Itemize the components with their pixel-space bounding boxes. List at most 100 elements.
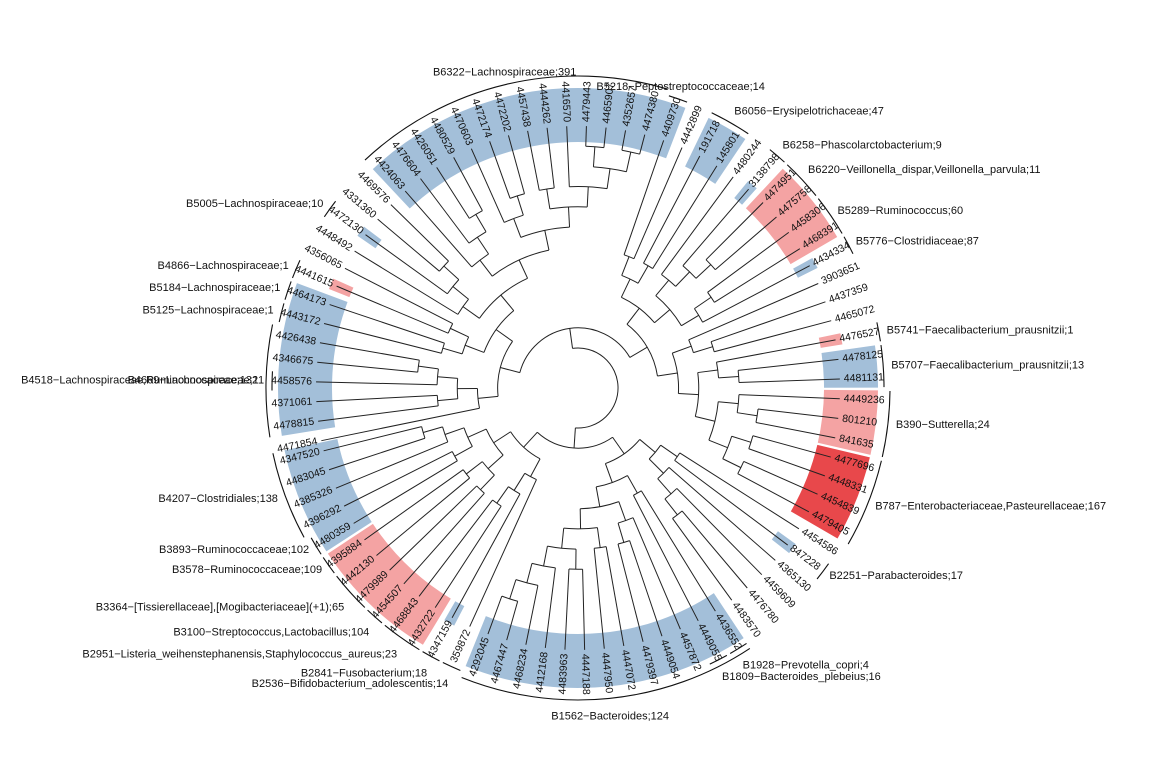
tree-branch [737, 473, 810, 513]
tree-branch [702, 265, 810, 323]
tree-branch [738, 378, 840, 383]
clade-bracket [881, 390, 891, 458]
tree-branch [437, 398, 458, 402]
tree-branch-arc [476, 485, 485, 494]
tree-branch [467, 428, 487, 438]
tree-branch [316, 381, 438, 386]
tree-branch [527, 130, 540, 191]
clade-label: B5289−Ruminococcus;60 [837, 205, 963, 217]
tree-branch-arc [447, 323, 454, 334]
tree-branch [513, 218, 522, 238]
tree-branch [676, 488, 763, 576]
tree-branch-arc [492, 499, 502, 507]
clade-label: B6258−Phascolarctobacterium;9 [782, 140, 941, 152]
clade-label: B6322−Lachnospiraceae;391 [433, 66, 576, 78]
clade-label: B2251−Parabacteroides;17 [829, 570, 963, 582]
tree-branch [708, 439, 728, 449]
tree-branch [487, 595, 503, 635]
tree-branch [344, 267, 453, 325]
clade-bracket [786, 164, 817, 196]
tree-branch-arc [417, 360, 420, 373]
tip-label: 4412168 [534, 651, 551, 693]
clade-label: B3578−Ruminococcaceae;109 [172, 564, 322, 576]
clade-bracket [847, 460, 882, 545]
tree-branch [632, 517, 681, 630]
tree-branch-arc [519, 327, 631, 373]
tree-branch [437, 376, 458, 379]
tree-branch-arc [549, 206, 588, 210]
clade-bracket [668, 95, 688, 103]
clade-bracket [336, 575, 366, 608]
tree-branch [755, 422, 836, 439]
clade-label: B5707−Faecalibacterium_prausnitzii;13 [891, 359, 1084, 371]
tree-branch-arc [657, 467, 670, 480]
tree-branch [681, 510, 748, 589]
tree-branch [495, 329, 513, 342]
tree-branch [507, 135, 525, 194]
tree-branch-arc [436, 395, 439, 406]
tree-branch [404, 190, 473, 268]
tree-branch [489, 141, 511, 199]
tree-branch-arc [593, 166, 627, 173]
tree-branch [714, 320, 832, 353]
clade-bracket [816, 563, 830, 580]
tree-branch [516, 195, 524, 216]
clade-annotations: B1562−Bacteroides;124 B1809−Bacteroides_p… [21, 66, 1106, 722]
tree-branch [418, 499, 493, 597]
tree-branch [748, 448, 825, 477]
tree-branch [657, 478, 672, 495]
clade-label: B3364−[Tissierellaceae],[Mogibacteriacea… [96, 602, 344, 614]
tree-branch [573, 427, 576, 449]
tree-branch [323, 426, 422, 452]
tip-label: 801210 [842, 413, 878, 429]
tree-branch [442, 347, 463, 355]
tree-branch [418, 365, 439, 370]
tree-branch [526, 563, 533, 583]
tree-branch-arc [621, 296, 655, 324]
tree-branch-arc [710, 341, 715, 352]
tree-branch [664, 498, 678, 516]
clade-label: B2536−Bifidobacterium_adolescentis;14 [252, 678, 449, 690]
tree-branch [593, 548, 605, 649]
tree-branch [319, 342, 420, 361]
tree-branch [389, 485, 478, 571]
tree-branch [462, 306, 480, 319]
tree-branch [707, 231, 790, 293]
tree-branch [477, 395, 499, 399]
tip-label: 4481131 [844, 371, 885, 384]
tree-branch [420, 178, 470, 244]
tree-branch [682, 188, 749, 267]
tree-branch [627, 475, 638, 494]
tree-branch [679, 452, 800, 530]
clade-label: B5741−Faecalibacterium_prausnitzii;1 [887, 324, 1074, 336]
clade-highlight [821, 345, 878, 388]
tree-branch [469, 479, 537, 627]
clade-bracket [843, 236, 854, 255]
tree-branch [639, 439, 656, 453]
tree-branch [586, 186, 589, 207]
tree-branch [316, 394, 438, 403]
clade-label: B1809−Bacteroides_plebeius;16 [722, 671, 881, 683]
tree-branch [629, 346, 648, 358]
tree-branch [595, 486, 601, 507]
tree-branch [390, 204, 449, 262]
tree-branch [564, 569, 570, 650]
tree-branch [321, 407, 480, 442]
tree-branch [606, 168, 611, 189]
clade-bracket [729, 642, 747, 654]
clade-label: B3100−Streptococcus,Lactobacillus;104 [173, 627, 369, 639]
tree-branch [567, 206, 571, 228]
clade-label: B6220−Veillonella_dispar,Veillonella_par… [808, 164, 1041, 176]
tree-branch [496, 486, 509, 504]
tip-label: 4416570 [559, 81, 573, 123]
tree-branch [582, 569, 586, 650]
tip-labels: 4471854447881543710614458576434667544264… [271, 81, 885, 695]
tree-branch-arc [504, 214, 524, 223]
tree-branch [714, 248, 801, 303]
tip-label: 4483963 [556, 653, 570, 695]
tree-branch [454, 446, 473, 457]
clade-bracket [291, 260, 301, 279]
clade-bracket [711, 112, 749, 135]
tree-branch-arc [664, 488, 678, 500]
clade-highlight [790, 444, 870, 539]
